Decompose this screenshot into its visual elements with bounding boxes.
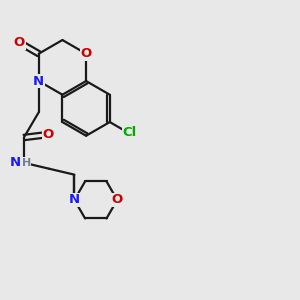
Text: N: N <box>10 156 21 169</box>
Text: O: O <box>112 194 123 206</box>
Text: O: O <box>43 128 54 141</box>
Text: O: O <box>14 36 25 49</box>
Text: Cl: Cl <box>123 126 137 139</box>
Text: N: N <box>69 194 80 206</box>
Text: N: N <box>33 74 44 88</box>
Text: H: H <box>22 158 31 168</box>
Text: O: O <box>80 47 92 60</box>
